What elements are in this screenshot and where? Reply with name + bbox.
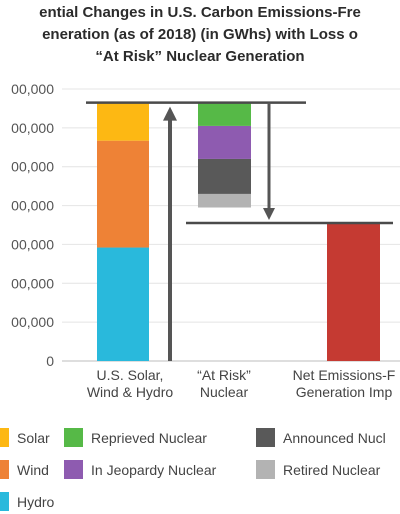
legend-swatch-wind <box>0 460 9 479</box>
bar-segment-announced <box>198 158 251 194</box>
bar-segment-hydro <box>97 247 149 361</box>
chart-title-line-3: “At Risk” Nuclear Generation <box>95 48 305 65</box>
reference-lines <box>86 101 393 361</box>
bar-segment-reprieved <box>198 102 251 126</box>
legend-swatch-hydro <box>0 492 9 511</box>
legend-label-hydro: Hydro <box>17 494 55 510</box>
legend-swatch-jeopardy <box>64 460 83 479</box>
chart-title-line-1: ential Changes in U.S. Carbon Emissions-… <box>39 4 361 21</box>
increase-arrow-head <box>163 106 177 121</box>
x-category-label: U.S. Solar, <box>97 367 164 383</box>
x-axis-labels: U.S. Solar,Wind & Hydro “At Risk”Nuclear N… <box>87 367 396 400</box>
bar-segment-retired <box>198 193 251 208</box>
legend-swatch-announced <box>256 428 275 447</box>
legend-swatch-solar <box>0 428 9 447</box>
x-category-label: Net Emissions-F <box>293 367 396 383</box>
y-axis-ticks: 0 00,000 00,000 00,000 00,000 00,000 00,000 00,… <box>11 81 54 369</box>
y-tick-label: 00,000 <box>11 314 54 330</box>
decrease-arrow-head <box>263 208 275 221</box>
x-category-label: Wind & Hydro <box>87 384 174 400</box>
legend-label-solar: Solar <box>17 430 50 446</box>
legend-label-retired: Retired Nuclear <box>283 462 381 478</box>
y-tick-label: 00,000 <box>11 81 54 97</box>
y-tick-label: 00,000 <box>11 236 54 252</box>
legend-label-wind: Wind <box>17 462 49 478</box>
legend: Solar Wind Hydro Reprieved Nuclear In Jeopar… <box>0 428 386 511</box>
bar-segment-solar <box>97 102 149 141</box>
bar-segment-jeopardy <box>198 125 251 159</box>
chart-title-line-2: eneration (as of 2018) (in GWhs) with Lo… <box>42 26 358 43</box>
bars <box>97 102 380 361</box>
legend-swatch-retired <box>256 460 275 479</box>
x-category-label: Generation Imp <box>296 384 393 400</box>
x-category-label: Nuclear <box>200 384 249 400</box>
bar-segment-wind <box>97 140 149 248</box>
legend-label-reprieved: Reprieved Nuclear <box>91 430 207 446</box>
bar-segment-net <box>327 223 380 361</box>
y-tick-label: 00,000 <box>11 159 54 175</box>
y-tick-label: 00,000 <box>11 120 54 136</box>
y-tick-label: 00,000 <box>11 275 54 291</box>
legend-label-jeopardy: In Jeopardy Nuclear <box>91 462 217 478</box>
legend-label-announced: Announced Nucl <box>283 430 386 446</box>
x-category-label: “At Risk” <box>197 367 251 383</box>
y-tick-label: 00,000 <box>11 198 54 214</box>
legend-swatch-reprieved <box>64 428 83 447</box>
y-tick-label: 0 <box>46 353 54 369</box>
